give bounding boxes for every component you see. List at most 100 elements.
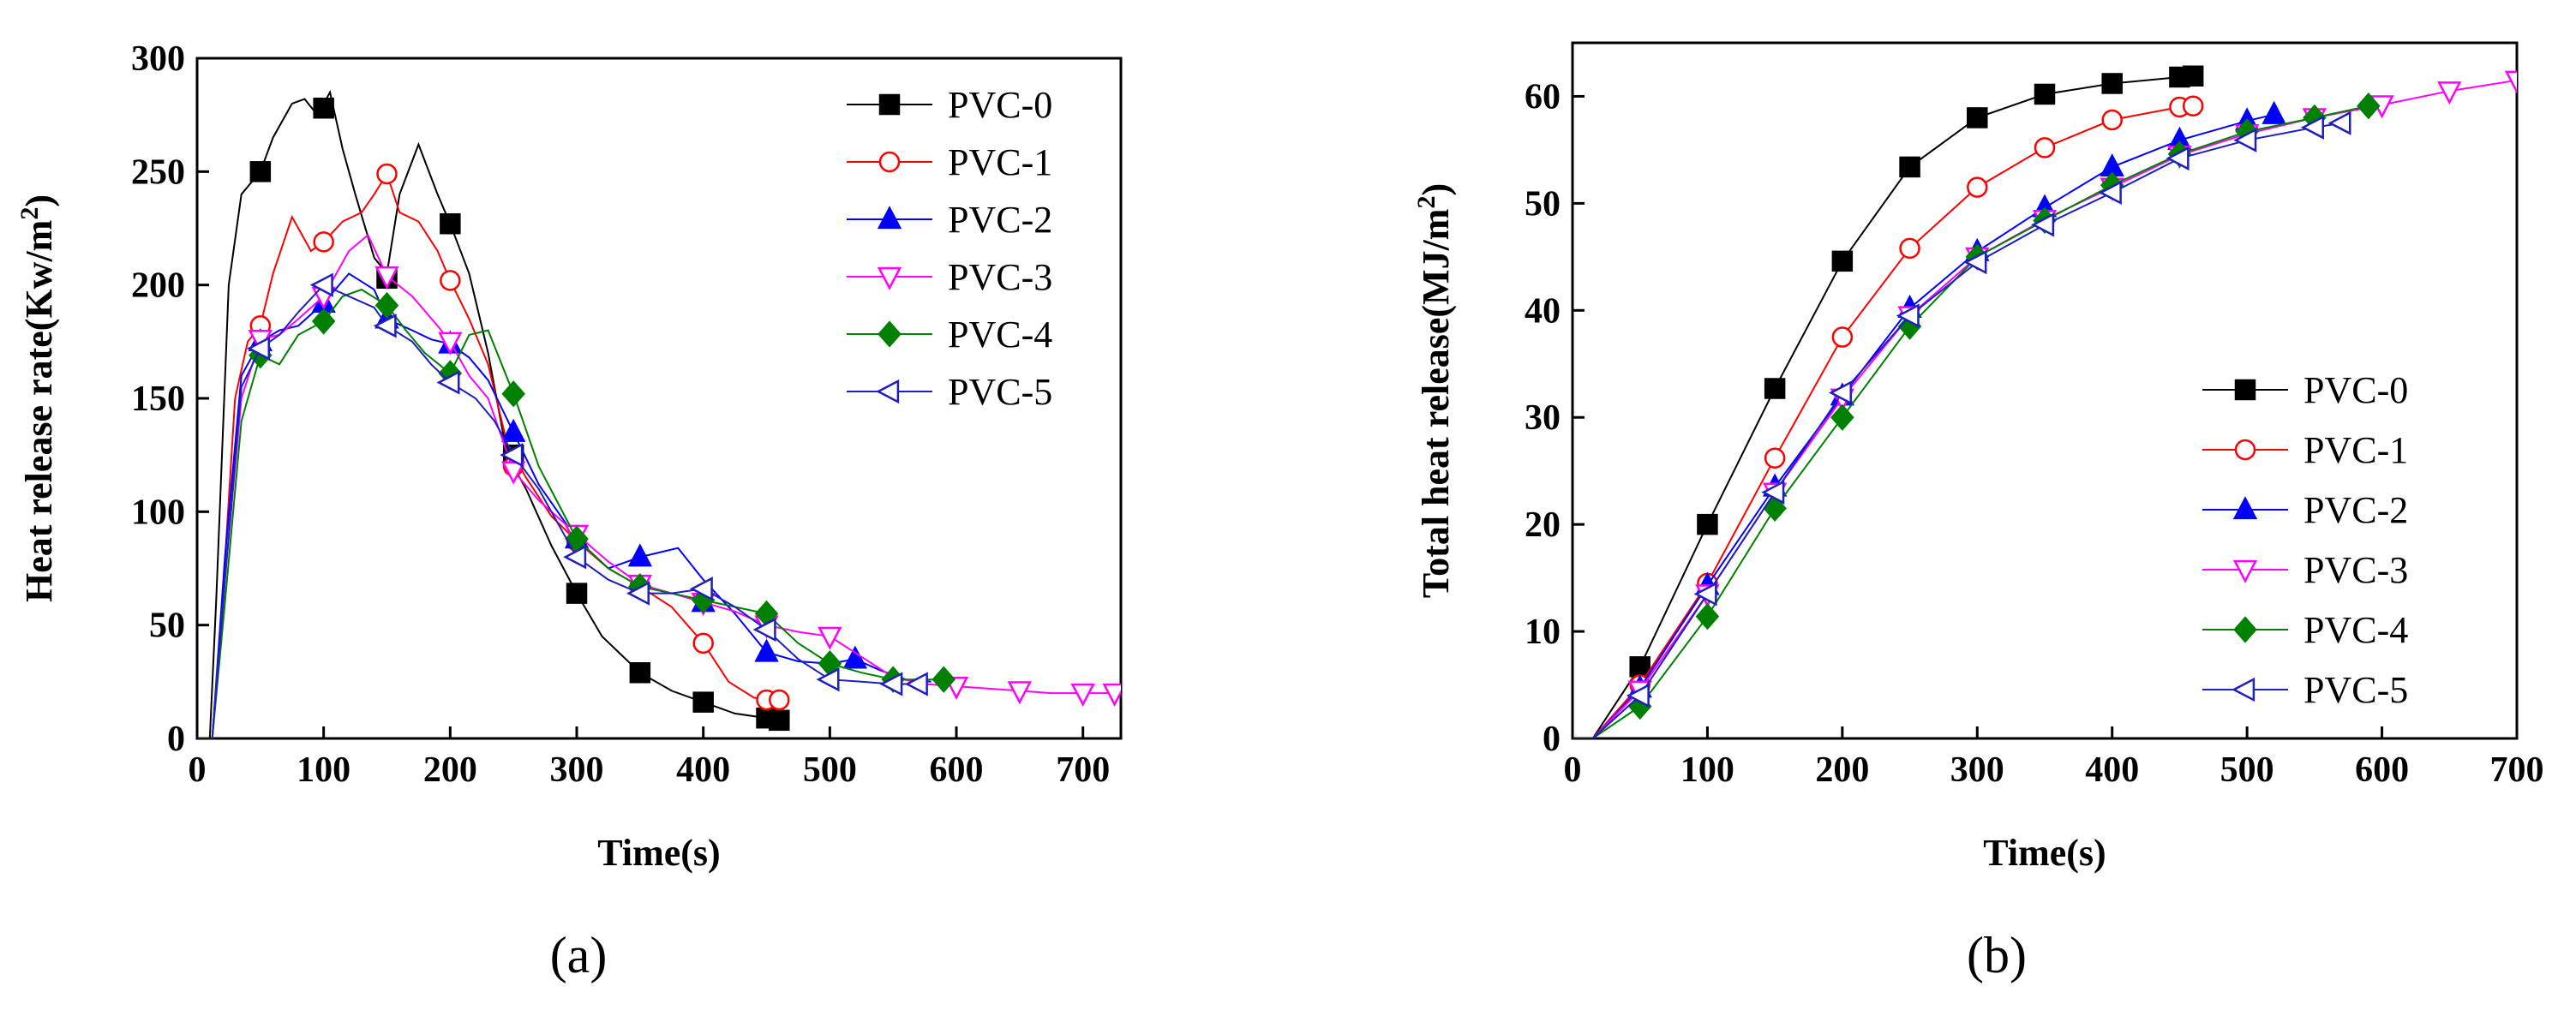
series-pvc-2	[197, 272, 932, 738]
x-tick-label: 700	[2490, 750, 2544, 790]
data-point	[1967, 176, 1988, 198]
data-point	[1896, 303, 1920, 328]
data-point	[689, 577, 713, 601]
series-line	[1573, 113, 2274, 738]
legend-marker	[878, 151, 901, 173]
data-point	[2261, 100, 2286, 124]
y-tick-label: 50	[149, 607, 185, 646]
y-tick-label: 40	[1525, 291, 1561, 331]
data-point	[373, 314, 397, 338]
data-point	[692, 691, 714, 713]
data-point	[249, 161, 272, 182]
data-point	[501, 418, 526, 442]
data-point	[246, 336, 270, 361]
data-point	[1629, 656, 1650, 678]
data-point	[2233, 128, 2257, 152]
data-point	[2327, 111, 2351, 135]
x-tick-label: 300	[550, 750, 604, 790]
data-point	[1626, 683, 1650, 708]
series-line	[1573, 105, 2194, 738]
series-pvc-0	[1573, 65, 2204, 738]
series-line	[197, 233, 1115, 738]
data-point	[1967, 107, 1988, 128]
y-tick-label: 100	[131, 493, 185, 532]
x-axis-title: Time(s)	[597, 832, 720, 874]
y-tick-label: 60	[1525, 77, 1561, 117]
data-point	[500, 443, 524, 468]
data-point	[842, 645, 868, 669]
data-point	[1963, 249, 1987, 275]
data-point	[566, 583, 588, 604]
data-point	[2101, 109, 2123, 131]
legend-marker	[2233, 616, 2257, 643]
plot-frame	[1571, 41, 2519, 740]
data-point	[2031, 212, 2055, 237]
data-point	[904, 672, 928, 696]
y-tick-label: 30	[1525, 398, 1561, 438]
legend-marker	[877, 206, 902, 230]
x-tick-label: 100	[1680, 750, 1734, 790]
x-tick-label: 0	[1564, 750, 1582, 790]
series-line	[197, 272, 932, 738]
legend-marker	[2232, 559, 2258, 583]
series-pvc-1	[197, 163, 790, 738]
data-point	[2504, 70, 2517, 94]
data-point	[1761, 480, 1785, 505]
y-tick-label: 200	[131, 266, 185, 306]
data-point	[1831, 250, 1854, 272]
data-point	[1102, 683, 1121, 707]
legend-label: PVC-0	[2303, 369, 2408, 411]
y-tick-label: 150	[131, 379, 185, 419]
legend-marker	[876, 379, 900, 404]
legend: PVC-0 PVC-1 PVC-2 PVC-3 PVC-4 PVC-5	[2202, 369, 2408, 711]
panel-label: (b)	[1967, 927, 2027, 983]
y-tick-label: 50	[1525, 184, 1561, 224]
x-tick-label: 600	[930, 750, 984, 790]
x-tick-label: 500	[2220, 750, 2274, 790]
data-point	[2101, 73, 2123, 94]
x-tick-label: 200	[423, 750, 477, 790]
data-point	[309, 272, 333, 297]
x-tick-label: 200	[1815, 750, 1869, 790]
data-point	[2034, 83, 2056, 105]
legend-marker	[878, 320, 902, 348]
x-tick-label: 500	[803, 750, 857, 790]
data-point	[2182, 95, 2204, 117]
data-point	[436, 370, 460, 395]
series-pvc-5	[1573, 111, 2351, 738]
data-point	[769, 709, 790, 732]
legend-label: PVC-2	[2303, 489, 2408, 531]
data-point	[2034, 137, 2056, 158]
data-point	[769, 689, 790, 711]
x-tick-label: 300	[1950, 750, 2004, 790]
legend-label: PVC-2	[948, 199, 1052, 241]
data-point	[438, 332, 463, 356]
x-tick-label: 600	[2355, 750, 2409, 790]
data-point	[1695, 602, 1720, 631]
data-point	[2166, 146, 2190, 171]
data-point	[1899, 237, 1920, 260]
data-point	[2357, 93, 2381, 120]
legend-label: PVC-1	[948, 141, 1052, 183]
legend-marker	[877, 266, 902, 290]
chart-panel-a: 0 100 200 300 400 500 600 700 0 50 100 150 200 250 300…	[15, 39, 1123, 983]
y-tick-label: 0	[167, 720, 185, 759]
legend-marker	[2234, 439, 2256, 461]
data-point	[440, 270, 461, 291]
legend-label: PVC-5	[948, 371, 1052, 413]
y-axis-title: Heat release rate(Kw/m2)	[15, 194, 61, 602]
legend-label: PVC-3	[948, 256, 1052, 298]
data-point	[1830, 403, 1854, 431]
series-line	[1573, 122, 2342, 738]
y-tick-label: 0	[1543, 720, 1561, 759]
data-point	[629, 661, 651, 684]
data-point	[1007, 681, 1033, 705]
legend-marker	[2232, 677, 2255, 702]
legend: PVC-0 PVC-1 PVC-2 PVC-3 PVC-4 PVC-5	[847, 84, 1052, 413]
data-point	[1763, 494, 1787, 523]
data-point	[1764, 378, 1786, 399]
x-tick-label: 0	[189, 750, 207, 790]
x-axis-title: Time(s)	[1983, 832, 2106, 874]
data-point	[627, 543, 653, 567]
